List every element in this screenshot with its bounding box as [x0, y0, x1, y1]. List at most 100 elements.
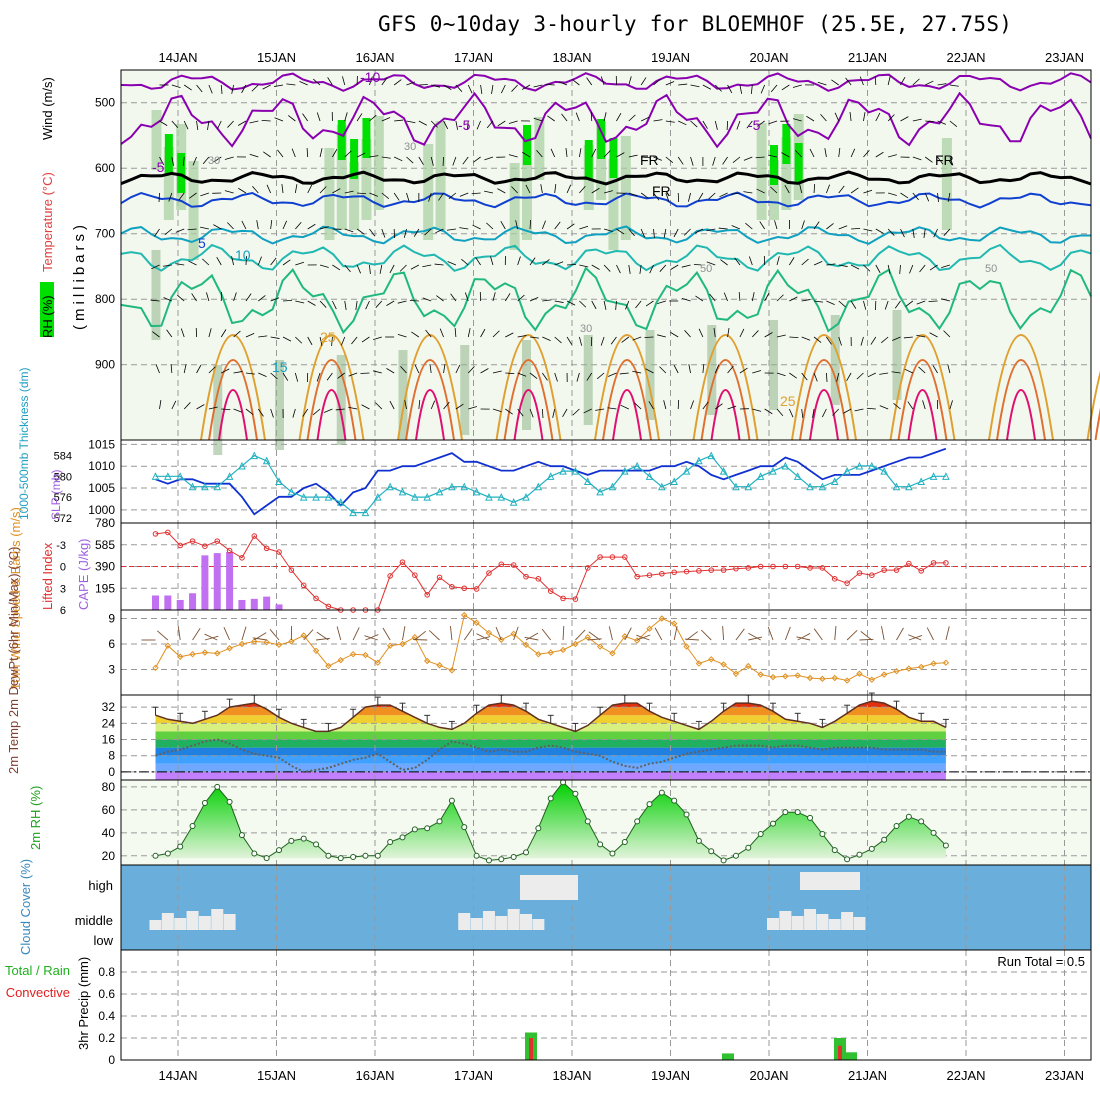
rh-point [215, 784, 220, 789]
surface-wind-barb [881, 626, 884, 640]
contour-label: 50 [985, 263, 997, 275]
ylabel-millibars: (millibars) [71, 221, 88, 330]
rh-point [882, 837, 887, 842]
slp-line [156, 449, 946, 515]
surface-wind-barb [563, 626, 564, 640]
rh-point [795, 810, 800, 815]
rh-point [264, 856, 269, 861]
bottom-date-14JAN: 14JAN [158, 1068, 197, 1083]
ylabel-precip: 3hr Precip (mm) [76, 957, 91, 1050]
cape-bar [201, 555, 208, 610]
rh-point [314, 842, 319, 847]
cloud-middle-bar [853, 917, 865, 930]
cloud-middle-bar [174, 918, 186, 930]
ylabel-temp: Temperature (°C) [40, 172, 55, 272]
rh-point [561, 780, 566, 785]
rh-point [585, 819, 590, 824]
precip-total-bar [845, 1052, 857, 1060]
rh-shade-high [165, 134, 173, 174]
cloud-high-bar [520, 875, 578, 900]
ytick-slp: 1005 [88, 481, 115, 495]
rh-shade-high [362, 118, 370, 158]
rh-point [857, 852, 862, 857]
ylabel-cloud: Cloud Cover (%) [18, 859, 33, 955]
surface-wind-barb [270, 629, 279, 640]
contour-label: FR [652, 183, 671, 199]
contour-label: 5 [198, 235, 206, 251]
rh-point [832, 848, 837, 853]
contour-hot-arch [1096, 360, 1100, 440]
rh-point [635, 819, 640, 824]
rh-point [783, 810, 788, 815]
rh-point [449, 798, 454, 803]
bottom-date-19JAN: 19JAN [651, 1068, 690, 1083]
ytick-temp: 8 [108, 749, 115, 763]
panel-frame [121, 950, 1091, 1060]
chart-title: GFS 0~10day 3-hourly for BLOEMHOF (25.5E… [378, 12, 1012, 36]
ylabel-li: Lifted Index [40, 542, 55, 610]
legend-conv: Convective [6, 985, 70, 1000]
rh-point [696, 838, 701, 843]
surface-wind-barb [224, 627, 230, 640]
temp-band [121, 772, 1091, 780]
ylabel-wind: Wind (m/s) [40, 77, 55, 140]
rh-point [277, 848, 282, 853]
rh-point [202, 800, 207, 805]
surface-wind-barb [193, 628, 201, 640]
ytick-pressure: 700 [95, 227, 115, 241]
contour-label: 25 [320, 329, 336, 345]
thickness-line [156, 456, 946, 513]
temp-band [121, 740, 1091, 748]
bottom-date-22JAN: 22JAN [946, 1068, 985, 1083]
wind-line [156, 615, 946, 680]
temp-band [121, 731, 1091, 739]
surface-wind-barb [687, 632, 698, 640]
bottom-date-23JAN: 23JAN [1045, 1068, 1084, 1083]
rh-point [536, 826, 541, 831]
surface-wind-barb [353, 627, 359, 640]
rh-shade [621, 136, 631, 240]
rh-point [931, 830, 936, 835]
ylabel-rh: RH (%) [40, 295, 55, 338]
contour-label: FR [935, 152, 954, 168]
ylabel-rh2m: 2m RH (%) [28, 786, 43, 850]
bottom-date-18JAN: 18JAN [552, 1068, 591, 1083]
surface-wind-barb [674, 626, 677, 640]
ytick-pressure: 800 [95, 292, 115, 306]
rh-point [375, 853, 380, 858]
cloud-middle-bar [767, 918, 779, 930]
ytick-pressure: 500 [95, 96, 115, 110]
rh-point [326, 853, 331, 858]
cloud-middle-bar [162, 913, 174, 930]
surface-wind-barb [785, 627, 790, 640]
rh-shade-high [585, 140, 593, 180]
surface-wind-barb [450, 626, 451, 640]
ytick-temp: 24 [102, 716, 116, 730]
rh-point [746, 845, 751, 850]
contour-label: -5 [458, 117, 471, 133]
cloud-bg [121, 865, 1091, 950]
rh-point [610, 851, 615, 856]
surface-wind-barb [927, 628, 933, 640]
rh-shade-high [770, 145, 778, 185]
rh-point [252, 851, 257, 856]
top-date-22JAN: 22JAN [946, 50, 985, 65]
ytick-precip: 0 [108, 1053, 115, 1067]
ytick-cape: 195 [95, 581, 115, 595]
temp-band [121, 764, 1091, 772]
bottom-date-17JAN: 17JAN [454, 1068, 493, 1083]
rh-point [153, 853, 158, 858]
surface-wind-barb [575, 630, 585, 640]
ytick-rh: 20 [102, 849, 116, 863]
surface-wind-barb [897, 628, 904, 640]
rh-point [425, 826, 430, 831]
cloud-middle-bar [779, 911, 791, 930]
top-date-18JAN: 18JAN [552, 50, 591, 65]
precip-conv-bar [529, 1038, 533, 1060]
bottom-date-21JAN: 21JAN [848, 1068, 887, 1083]
ytick-cape: 780 [95, 516, 115, 530]
ytick-temp: 16 [102, 733, 116, 747]
cloud-middle-bar [187, 911, 199, 930]
cloud-high-bar [800, 872, 860, 890]
